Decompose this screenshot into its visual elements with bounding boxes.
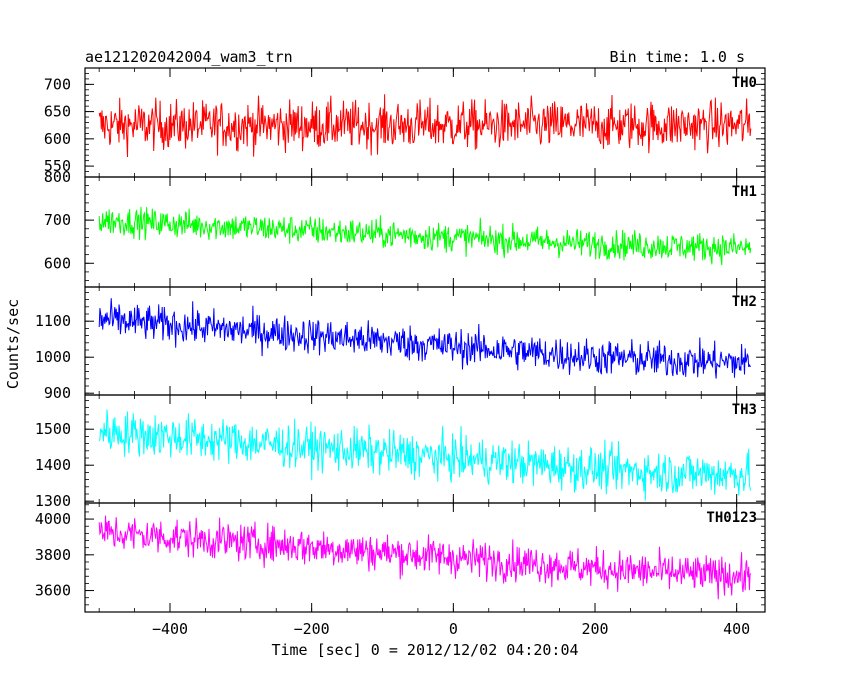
series-line-th3 [98, 409, 752, 501]
y-tick-label: 1400 [35, 456, 71, 474]
y-tick-label: 1500 [35, 420, 71, 438]
y-tick-label: 3600 [35, 582, 71, 600]
chart-subtitle: Bin time: 1.0 s [610, 48, 745, 66]
y-tick-label: 600 [44, 254, 71, 272]
x-axis-label: Time [sec] 0 = 2012/12/02 04:20:04 [271, 641, 578, 659]
x-axis: −400 −200 0 200 400 [152, 620, 750, 638]
panel-th2: 900 1000 1100 TH2 [35, 286, 766, 402]
x-tick-label: −400 [152, 620, 188, 638]
y-tick-label: 800 [44, 168, 71, 186]
y-tick-label: 650 [44, 103, 71, 121]
y-tick-label: 4000 [35, 510, 71, 528]
series-line-th2 [98, 298, 751, 379]
y-tick-label: 700 [44, 211, 71, 229]
x-tick-label: 0 [449, 620, 458, 638]
panel-th0123: 3600 3800 4000 TH0123 [35, 502, 766, 613]
y-tick-label: 1000 [35, 348, 71, 366]
y-tick-label: 550 [44, 157, 71, 175]
panel-th3: 1300 1400 1500 TH3 [35, 394, 766, 510]
series-label-th0: TH0 [732, 75, 757, 91]
series-label-th3: TH3 [732, 402, 757, 418]
y-tick-label: 1300 [35, 492, 71, 510]
plot-panels: 550 600 650 700 TH0 600 700 800 TH1 900 1000 1100 TH… [35, 67, 766, 613]
x-tick-label: 400 [723, 620, 750, 638]
y-axis-label: Counts/sec [4, 299, 22, 389]
y-tick-label: 1100 [35, 312, 71, 330]
chart-title: ae121202042004_wam3_trn [85, 48, 293, 66]
series-label-th1: TH1 [732, 184, 757, 200]
y-tick-label: 700 [44, 75, 71, 93]
panel-th0: 550 600 650 700 TH0 [44, 67, 766, 178]
panel-frame [84, 176, 766, 288]
panel-frame [84, 286, 766, 396]
panel-th1: 600 700 800 TH1 [44, 168, 766, 288]
series-line-th0 [98, 94, 752, 158]
series-label-th2: TH2 [732, 294, 757, 310]
series-label-th0123: TH0123 [706, 510, 757, 526]
y-tick-label: 600 [44, 130, 71, 148]
x-tick-label: 200 [581, 620, 608, 638]
series-line-th0123 [98, 515, 752, 600]
x-tick-label: −200 [294, 620, 330, 638]
series-line-th1 [98, 206, 752, 266]
y-tick-label: 900 [44, 384, 71, 402]
y-tick-label: 3800 [35, 546, 71, 564]
panel-frame [84, 502, 766, 613]
